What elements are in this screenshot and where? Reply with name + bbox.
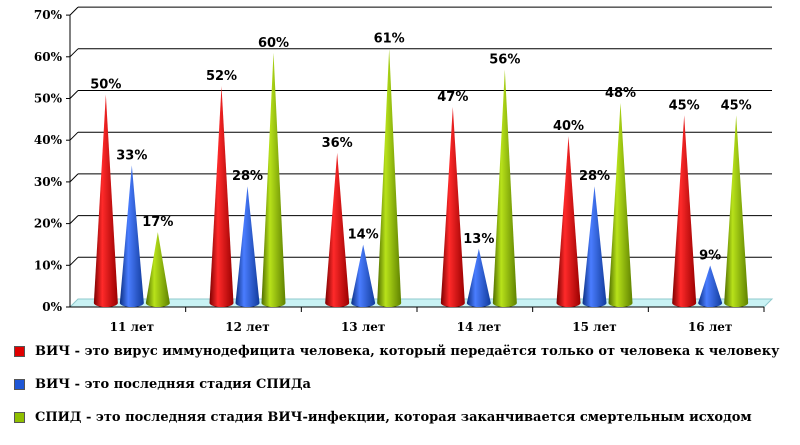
cone-bar xyxy=(608,102,633,307)
data-label: 45% xyxy=(669,98,700,113)
gridline-depth xyxy=(69,215,79,224)
data-label: 17% xyxy=(142,215,173,230)
data-label: 40% xyxy=(553,119,584,134)
data-label: 52% xyxy=(206,69,237,84)
data-label: 56% xyxy=(489,52,520,67)
gridline-depth xyxy=(69,173,79,183)
legend-swatch-blue xyxy=(14,379,25,390)
y-tick-label: 70% xyxy=(34,8,63,22)
data-label: 28% xyxy=(579,169,610,184)
bars xyxy=(93,48,749,307)
x-tick-label: 13 лет xyxy=(341,320,385,334)
cone-bar xyxy=(556,136,581,307)
cone-bar xyxy=(440,107,465,307)
x-tick-label: 14 лет xyxy=(457,320,501,334)
chart-floor xyxy=(68,298,774,308)
y-tick-label: 10% xyxy=(34,258,63,272)
cone-bar xyxy=(377,48,402,307)
legend-swatch-red xyxy=(14,346,25,357)
cone-bar xyxy=(698,265,723,307)
data-label: 50% xyxy=(90,78,121,93)
cone-bar xyxy=(582,186,607,307)
chart: 0% 10% 20% 30% 40% 50% 60% 70% 11 лет 12 лет 13 ле… xyxy=(34,6,774,334)
legend-item-aids-stage: СПИД - это последняя стадия ВИЧ-инфекции… xyxy=(14,409,794,426)
data-label: 33% xyxy=(116,148,147,163)
data-label: 14% xyxy=(348,228,379,243)
gridline-depth xyxy=(69,90,79,99)
y-tick-label: 50% xyxy=(34,92,63,106)
gridline-depth xyxy=(69,6,79,16)
y-tick-label: 20% xyxy=(34,217,63,231)
gridlines xyxy=(68,6,774,308)
y-tick-label: 40% xyxy=(34,133,63,147)
legend-label: ВИЧ - это последняя стадия СПИДа xyxy=(35,377,311,392)
x-tick-label: 15 лет xyxy=(572,320,616,334)
gridline-depth xyxy=(69,131,79,141)
cone-bar xyxy=(209,86,234,307)
y-tick-label: 30% xyxy=(34,175,63,189)
legend-swatch-green xyxy=(14,412,25,423)
cone-bar xyxy=(492,69,517,307)
gridline-depth xyxy=(69,48,79,58)
cone-bar xyxy=(672,115,697,307)
cone-bar xyxy=(235,186,260,307)
legend-item-hiv-stage: ВИЧ - это последняя стадия СПИДа xyxy=(14,376,794,393)
data-labels: 50% 33% 17% 52% 28% 60% 36% 14% 61% 47% 13% 56% 40% 2… xyxy=(90,32,751,264)
data-label: 9% xyxy=(699,248,721,263)
y-tick-label: 60% xyxy=(34,50,63,64)
cone-bar xyxy=(145,232,170,307)
cone-bar xyxy=(261,52,286,307)
x-tick-label: 16 лет xyxy=(688,320,732,334)
legend-label: ВИЧ - это вирус иммунодефицита человека,… xyxy=(35,344,780,359)
axes: 0% 10% 20% 30% 40% 50% 60% 70% 11 лет 12 лет 13 ле… xyxy=(34,8,765,334)
cone-bar xyxy=(724,115,749,307)
cone-bar xyxy=(351,244,376,307)
data-label: 28% xyxy=(232,169,263,184)
cone-bar xyxy=(466,248,491,307)
legend-item-hiv-virus: ВИЧ - это вирус иммунодефицита человека,… xyxy=(14,343,794,360)
data-label: 48% xyxy=(605,86,636,101)
cone-bar xyxy=(325,152,350,307)
data-label: 61% xyxy=(374,32,405,47)
legend: ВИЧ - это вирус иммунодефицита человека,… xyxy=(14,343,794,442)
y-tick-label: 0% xyxy=(42,300,62,314)
x-tick-label: 12 лет xyxy=(225,320,269,334)
cone-bar xyxy=(93,94,118,307)
data-label: 45% xyxy=(721,98,752,113)
x-tick-label: 11 лет xyxy=(110,320,154,334)
cone-bar xyxy=(119,165,144,307)
legend-label: СПИД - это последняя стадия ВИЧ-инфекции… xyxy=(35,410,752,425)
data-label: 13% xyxy=(463,232,494,247)
data-label: 47% xyxy=(437,90,468,105)
data-label: 36% xyxy=(322,136,353,151)
gridline-depth xyxy=(69,256,79,266)
data-label: 60% xyxy=(258,36,289,51)
